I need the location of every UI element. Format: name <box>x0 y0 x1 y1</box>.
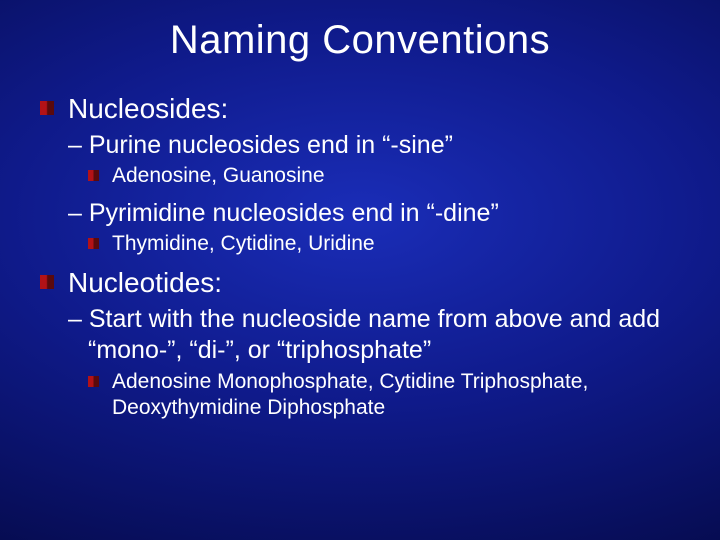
bullet-level2: – Start with the nucleoside name from ab… <box>68 304 680 367</box>
slide: Naming Conventions Nucleosides: – Purine… <box>0 0 720 540</box>
square-bullet-small-icon <box>88 170 99 181</box>
bullet-level3-label: Adenosine, Guanosine <box>112 164 325 187</box>
square-bullet-icon <box>40 101 54 115</box>
bullet-level3-label: Thymidine, Cytidine, Uridine <box>112 232 375 255</box>
bullet-level1: Nucleosides: <box>40 91 680 126</box>
bullet-level1-label: Nucleotides: <box>68 267 222 298</box>
bullet-level1: Nucleotides: <box>40 265 680 300</box>
bullet-level3: Adenosine Monophosphate, Cytidine Tripho… <box>88 369 680 422</box>
bullet-level1-label: Nucleosides: <box>68 93 228 124</box>
square-bullet-small-icon <box>88 376 99 387</box>
square-bullet-icon <box>40 275 54 289</box>
bullet-level2: – Pyrimidine nucleosides end in “-dine” <box>68 198 680 229</box>
bullet-level2: – Purine nucleosides end in “-sine” <box>68 130 680 161</box>
bullet-level2-label: – Purine nucleosides end in “-sine” <box>68 131 453 159</box>
bullet-level3-label: Adenosine Monophosphate, Cytidine Tripho… <box>112 370 588 419</box>
bullet-level3: Thymidine, Cytidine, Uridine <box>88 231 680 257</box>
slide-title: Naming Conventions <box>40 18 680 63</box>
bullet-level3: Adenosine, Guanosine <box>88 163 680 189</box>
square-bullet-small-icon <box>88 238 99 249</box>
bullet-level2-label: – Pyrimidine nucleosides end in “-dine” <box>68 199 499 227</box>
bullet-level2-label: – Start with the nucleoside name from ab… <box>68 305 660 364</box>
